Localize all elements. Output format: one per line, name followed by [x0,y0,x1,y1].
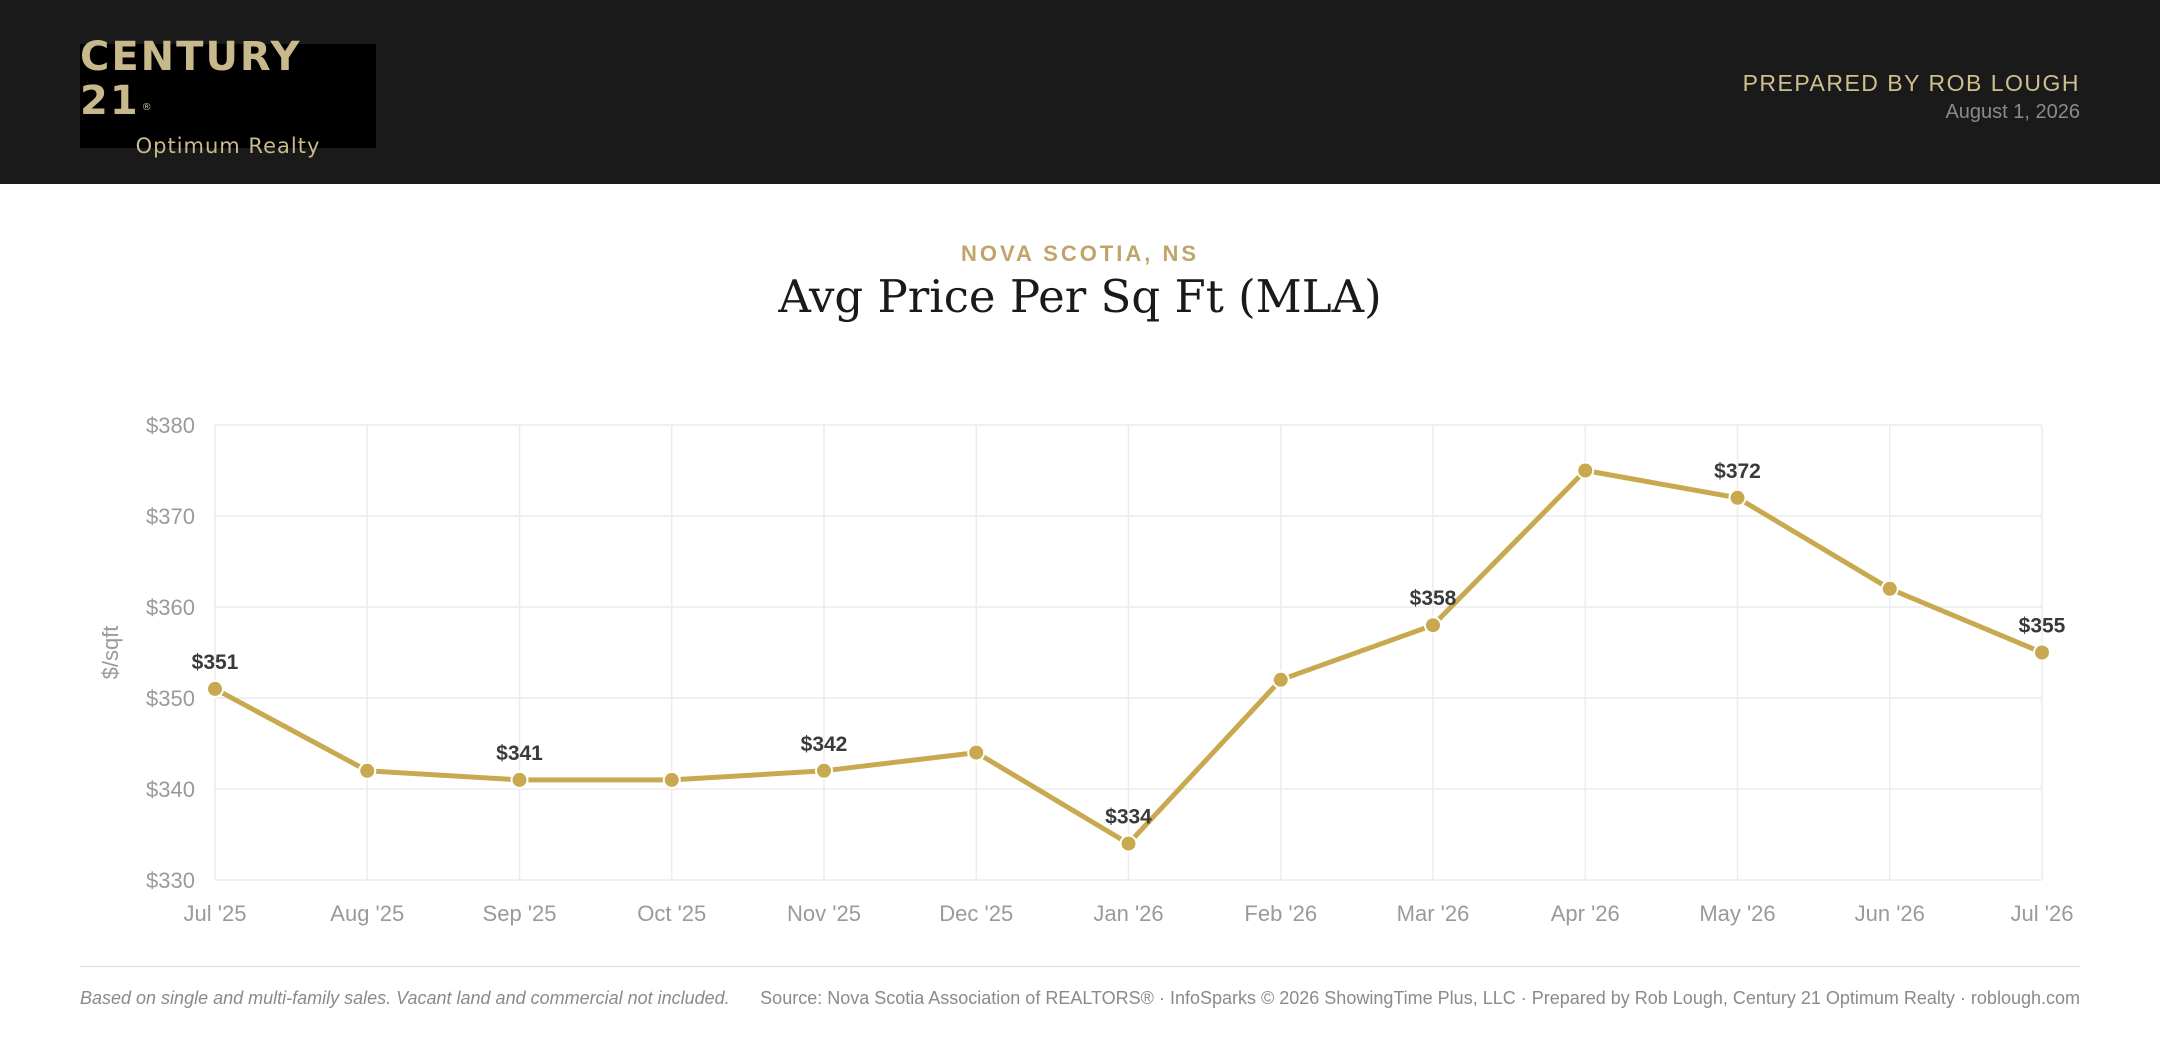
logo-subtitle: Optimum Realty [135,133,321,158]
data-point [1880,579,1899,598]
y-tick-label: $370 [146,504,195,529]
y-axis-label: $/sqft [98,626,123,680]
x-tick-label: Feb '26 [1244,901,1317,926]
data-points [206,461,2051,853]
footnote: Based on single and multi-family sales. … [80,988,730,1008]
data-point [662,770,681,789]
data-label: $358 [1410,587,1457,610]
y-tick-label: $350 [146,686,195,711]
data-point [1271,670,1290,689]
y-tick-label: $380 [146,413,195,438]
x-tick-label: Aug '25 [330,901,404,926]
x-tick-label: Jul '25 [184,901,247,926]
data-label: $351 [192,651,239,674]
x-tick-label: Mar '26 [1397,901,1470,926]
report-date: August 1, 2026 [1945,101,2080,123]
footer-divider [80,966,2080,967]
x-tick-label: May '26 [1699,901,1775,926]
data-label: $334 [1105,806,1152,829]
data-point [815,761,833,780]
x-tick-label: Sep '25 [483,901,557,926]
source-credit: Source: Nova Scotia Association of REALT… [760,988,2080,1008]
data-label: $372 [1714,460,1761,483]
x-tick-label: Oct '25 [637,901,706,926]
data-point [1576,461,1595,480]
data-point [206,679,224,698]
x-axis-ticks: Jul '25 Aug '25 Sep '25 Oct '25 Nov '25 Dec '… [184,901,2074,926]
line-chart: $330 $340 $350 $360 $370 $380 Jul '25 Aug '25 S… [98,413,2074,926]
data-point [358,761,377,780]
logo-name: CENTURY 21 ® [80,33,302,124]
data-point [510,770,529,789]
data-point [1424,616,1442,635]
data-point [967,743,986,762]
location-label: NOVA SCOTIA, NS [960,241,1200,266]
data-label: $341 [496,742,543,765]
y-tick-label: $360 [146,595,195,620]
x-tick-label: Dec '25 [939,901,1013,926]
chart-title: Avg Price Per Sq Ft (MLA) [778,270,1382,323]
data-labels: $351 $341 $342 $334 $358 $372 $355 [192,460,2066,829]
data-label: $355 [2019,615,2066,638]
grid-lines [214,424,2043,881]
data-label: $342 [801,733,848,756]
brand-logo: CENTURY 21 ® Optimum Realty [80,35,376,158]
x-tick-label: Jul '26 [2011,901,2074,926]
x-tick-label: Jan '26 [1093,901,1163,926]
data-point [2033,643,2051,662]
y-tick-label: $330 [146,868,195,893]
x-tick-label: Nov '25 [787,901,861,926]
registered-mark: ® [141,101,152,113]
x-tick-label: Apr '26 [1551,901,1620,926]
y-tick-label: $340 [146,777,195,802]
prepared-by: PREPARED BY ROB LOUGH [1742,70,2080,96]
x-tick-label: Jun '26 [1855,901,1925,926]
data-point [1728,488,1747,507]
header-bar: CENTURY 21 ® Optimum Realty PREPARED BY R… [0,0,2160,184]
prepared-block: PREPARED BY ROB LOUGH August 1, 2026 [1743,70,2080,124]
y-axis-ticks: $330 $340 $350 $360 $370 $380 [146,413,195,893]
data-point [1119,834,1138,853]
